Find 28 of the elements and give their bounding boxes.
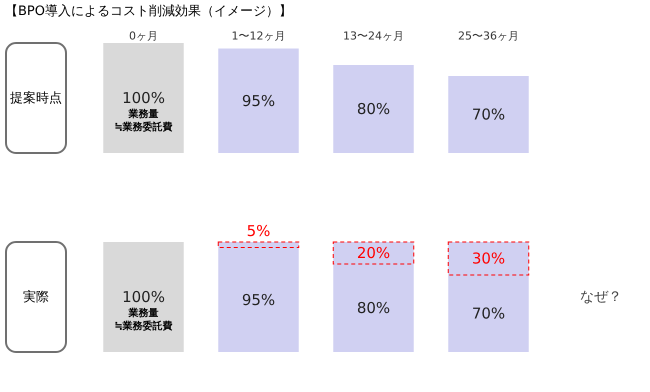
data-label: 5% [246,222,270,240]
data-label: 30% [472,250,506,268]
annotation: 業務量 [128,307,158,319]
data-label: 100% [122,89,165,107]
data-label: 80% [356,100,390,118]
data-label: 20% [356,244,390,262]
x-tick-label: 0ヶ月 [129,30,158,42]
bar [448,76,529,153]
bar [218,48,299,153]
x-tick-label: 1〜12ヶ月 [232,30,286,42]
x-tick-label: 13〜24ヶ月 [343,30,404,42]
x-tick-label: 25〜36ヶ月 [458,30,519,42]
data-label: 95% [242,92,276,110]
annotation: ≒業務委託費 [114,121,173,133]
data-label: 70% [472,106,506,124]
text: 提案時点 [10,90,62,106]
text: なぜ？ [580,289,622,305]
data-label: 100% [122,288,165,306]
chart-title: 【BPO導入によるコスト削減効果（イメージ）】 [5,4,292,19]
bar [333,65,414,153]
bar [103,43,184,153]
data-label: 80% [356,299,390,317]
data-label: 70% [472,304,506,322]
text: 実際 [23,289,49,305]
annotation: ≒業務委託費 [114,320,173,332]
bar [103,242,184,352]
annotation: 業務量 [128,108,158,120]
data-label: 95% [242,290,276,309]
